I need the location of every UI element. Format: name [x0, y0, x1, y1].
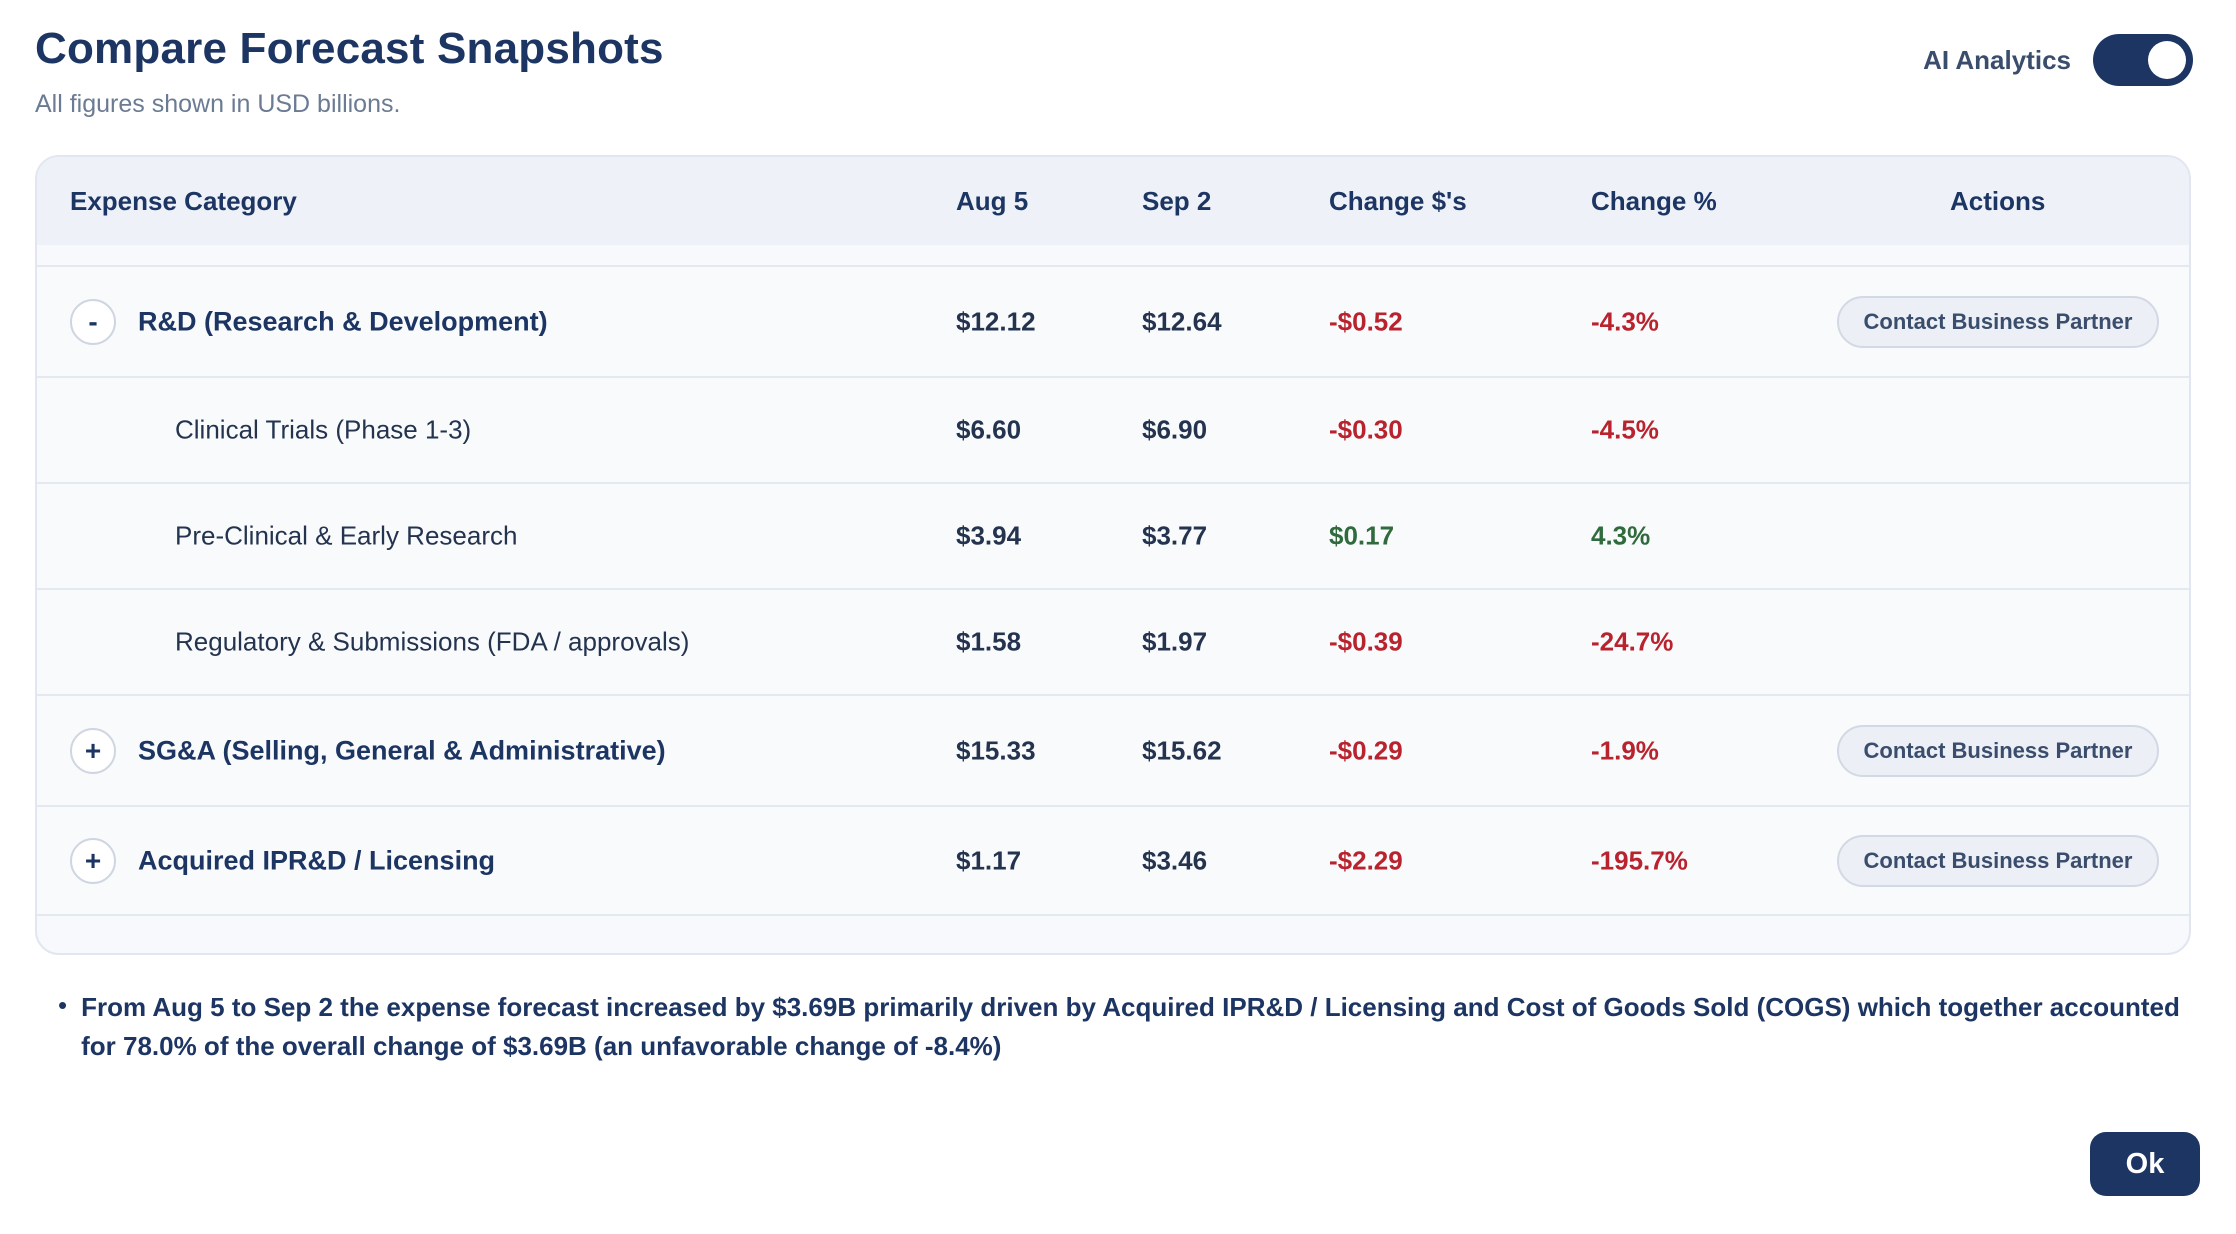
- column-header-change-pct: Change %: [1591, 185, 1717, 216]
- contact-business-partner-button[interactable]: Contact Business Partner: [1837, 834, 2159, 887]
- aug-value: $6.60: [956, 414, 1022, 445]
- subcategory-name: Clinical Trials (Phase 1-3): [175, 414, 472, 445]
- aug-value: $12.12: [956, 306, 1036, 336]
- table-row: - R&D (Research & Development) $12.12 $1…: [37, 265, 2189, 376]
- column-header-actions: Actions: [1950, 185, 2046, 216]
- aug-value: $3.94: [956, 520, 1022, 551]
- summary-text: From Aug 5 to Sep 2 the expense forecast…: [81, 992, 2180, 1061]
- contact-business-partner-button[interactable]: Contact Business Partner: [1837, 295, 2159, 348]
- table-row: + Acquired IPR&D / Licensing $1.17 $3.46…: [37, 805, 2189, 916]
- page-subtitle: All figures shown in USD billions.: [35, 90, 401, 118]
- change-pct-value: -4.5%: [1591, 414, 1659, 445]
- expand-row-button[interactable]: +: [70, 837, 116, 884]
- change-pct-value: 4.3%: [1591, 520, 1651, 551]
- change-pct-value: -1.9%: [1591, 735, 1659, 765]
- collapse-row-button[interactable]: -: [70, 298, 116, 345]
- category-name: SG&A (Selling, General & Administrative): [138, 735, 666, 765]
- change-dollars-value: -$0.29: [1329, 735, 1403, 765]
- change-dollars-value: $0.17: [1329, 520, 1395, 551]
- column-header-aug: Aug 5: [956, 185, 1029, 216]
- table-row: Pre-Clinical & Early Research $3.94 $3.7…: [37, 482, 2189, 588]
- aug-value: $1.58: [956, 626, 1022, 657]
- column-header-category: Expense Category: [70, 185, 297, 216]
- toggle-knob: [2148, 41, 2186, 79]
- ai-analytics-label: AI Analytics: [1923, 44, 2071, 75]
- page-title: Compare Forecast Snapshots: [35, 24, 664, 73]
- change-dollars-value: -$2.29: [1329, 845, 1403, 875]
- column-header-change-dollars: Change $'s: [1329, 185, 1467, 216]
- aug-value: $15.33: [956, 735, 1036, 765]
- forecast-table: Expense Category Aug 5 Sep 2 Change $'s …: [35, 155, 2191, 955]
- table-row: + SG&A (Selling, General & Administrativ…: [37, 694, 2189, 805]
- change-dollars-value: -$0.52: [1329, 306, 1403, 336]
- sep-value: $3.77: [1142, 520, 1208, 551]
- change-pct-value: -4.3%: [1591, 306, 1659, 336]
- sep-value: $15.62: [1142, 735, 1222, 765]
- sep-value: $3.46: [1142, 845, 1208, 875]
- ok-button[interactable]: Ok: [2090, 1132, 2200, 1196]
- subcategory-name: Regulatory & Submissions (FDA / approval…: [175, 626, 690, 657]
- sep-value: $12.64: [1142, 306, 1222, 336]
- table-body: - R&D (Research & Development) $12.12 $1…: [37, 265, 2189, 916]
- change-pct-value: -195.7%: [1591, 845, 1688, 875]
- ai-summary: • From Aug 5 to Sep 2 the expense foreca…: [58, 988, 2198, 1066]
- change-dollars-value: -$0.30: [1329, 414, 1403, 445]
- expand-row-button[interactable]: +: [70, 727, 116, 774]
- change-pct-value: -24.7%: [1591, 626, 1674, 657]
- column-header-sep: Sep 2: [1142, 185, 1212, 216]
- ai-analytics-toggle[interactable]: [2093, 34, 2193, 86]
- sep-value: $1.97: [1142, 626, 1208, 657]
- table-header: Expense Category Aug 5 Sep 2 Change $'s …: [37, 157, 2189, 245]
- table-row: Regulatory & Submissions (FDA / approval…: [37, 588, 2189, 694]
- contact-business-partner-button[interactable]: Contact Business Partner: [1837, 724, 2159, 777]
- table-row: Clinical Trials (Phase 1-3) $6.60 $6.90 …: [37, 376, 2189, 482]
- change-dollars-value: -$0.39: [1329, 626, 1403, 657]
- aug-value: $1.17: [956, 845, 1022, 875]
- summary-bullet: •: [58, 990, 68, 1020]
- category-name: Acquired IPR&D / Licensing: [138, 845, 496, 875]
- ai-analytics-control: AI Analytics: [1923, 34, 2193, 86]
- category-name: R&D (Research & Development): [138, 306, 548, 336]
- sep-value: $6.90: [1142, 414, 1208, 445]
- subcategory-name: Pre-Clinical & Early Research: [175, 520, 518, 551]
